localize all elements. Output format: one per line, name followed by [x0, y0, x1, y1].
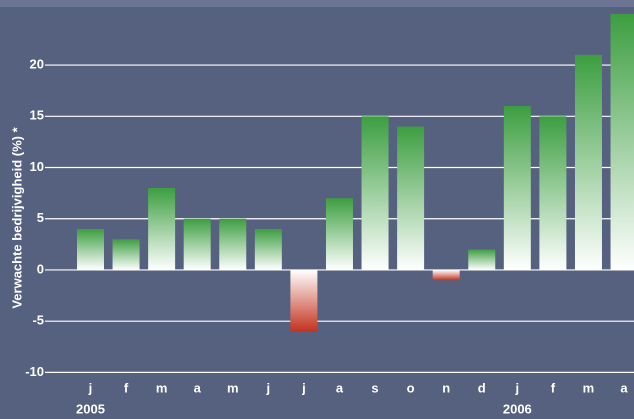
- bar: [254, 228, 282, 270]
- group-label: 2006: [503, 401, 532, 416]
- x-tick-label: a: [620, 380, 628, 395]
- bar: [112, 239, 140, 270]
- bar: [574, 54, 602, 270]
- x-tick-label: j: [266, 380, 271, 395]
- y-axis-label: Verwachte bedrijvigheid (%) *: [9, 126, 24, 308]
- bar: [361, 116, 389, 270]
- bar: [539, 116, 567, 270]
- x-tick-label: m: [156, 380, 168, 395]
- bar: [148, 188, 176, 270]
- y-tick-label: -10: [25, 364, 44, 379]
- bar: [432, 269, 460, 281]
- y-tick-label: 15: [30, 108, 44, 123]
- x-tick-label: j: [88, 380, 93, 395]
- x-tick-label: d: [478, 380, 486, 395]
- bar: [503, 106, 531, 270]
- group-label: 2005: [76, 401, 105, 416]
- top-band: [0, 0, 634, 7]
- x-tick-label: f: [124, 380, 129, 395]
- x-tick-label: j: [515, 380, 520, 395]
- bar: [183, 218, 211, 270]
- y-tick-label: -5: [32, 313, 44, 328]
- x-tick-label: o: [407, 380, 415, 395]
- bar: [610, 13, 634, 270]
- y-tick-label: 5: [37, 210, 44, 225]
- bar: [76, 228, 104, 270]
- x-tick-label: m: [227, 380, 239, 395]
- y-tick-label: 0: [37, 261, 44, 276]
- y-tick-label: 10: [30, 159, 44, 174]
- x-tick-label: f: [551, 380, 556, 395]
- x-tick-label: j: [301, 380, 306, 395]
- x-tick-label: m: [583, 380, 595, 395]
- bar: [290, 269, 318, 332]
- bar: [397, 126, 425, 270]
- y-tick-label: 20: [30, 57, 44, 72]
- x-tick-label: n: [442, 380, 450, 395]
- x-tick-label: s: [371, 380, 378, 395]
- bar: [219, 218, 247, 270]
- bar: [325, 198, 353, 270]
- x-tick-label: a: [336, 380, 344, 395]
- bar: [468, 249, 496, 270]
- x-tick-label: a: [194, 380, 202, 395]
